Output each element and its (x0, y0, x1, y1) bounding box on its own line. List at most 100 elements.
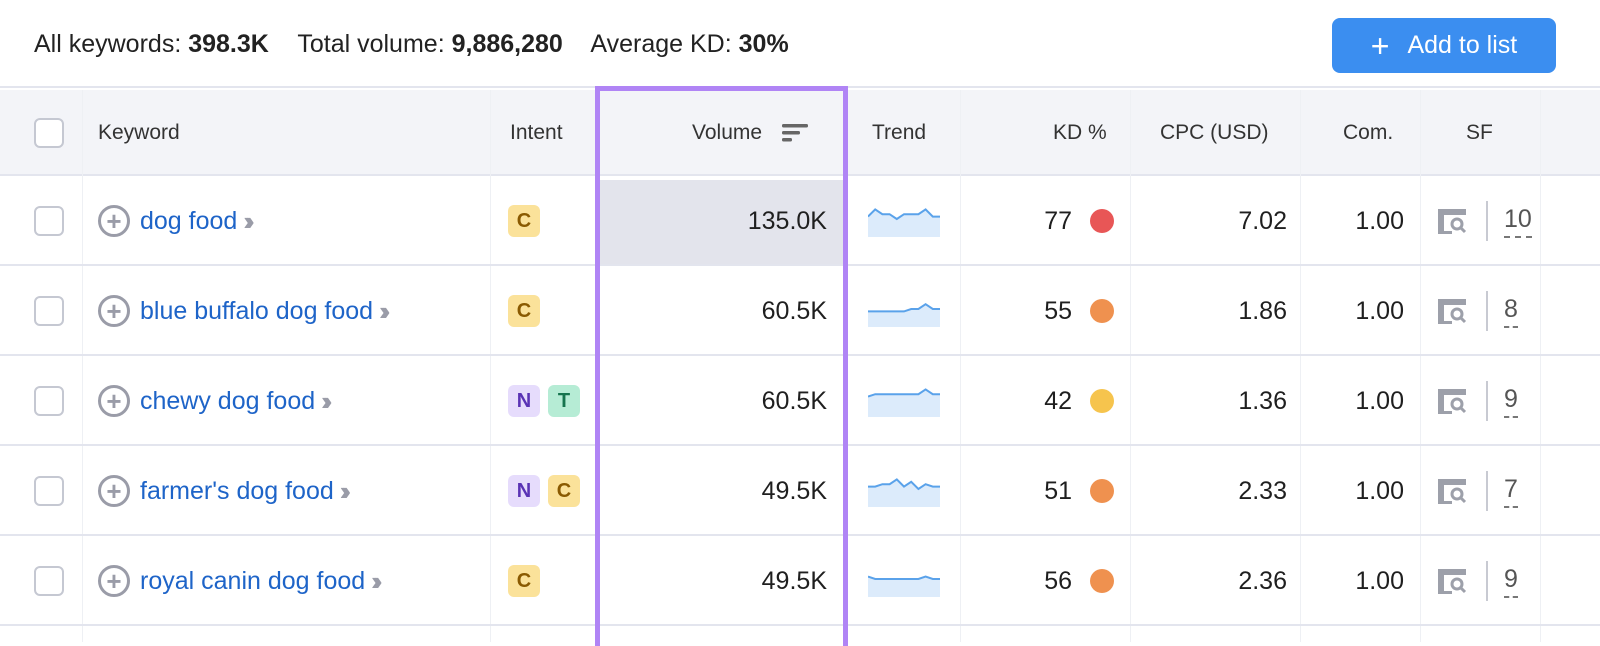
column-sf[interactable]: SF (1466, 121, 1493, 144)
volume-value: 49.5K (761, 566, 827, 595)
chevrons-right-icon[interactable]: ›› (379, 295, 391, 326)
add-to-list-button[interactable]: + Add to list (1332, 18, 1556, 73)
com-value: 1.00 (1355, 386, 1404, 415)
avg-kd-value: 30% (738, 30, 789, 58)
serp-features-icon[interactable] (1436, 567, 1468, 595)
serp-features-icon[interactable] (1436, 477, 1468, 505)
sf-count-value: 7 (1504, 474, 1518, 503)
com-value: 1.00 (1355, 566, 1404, 595)
column-keyword[interactable]: Keyword (98, 121, 180, 144)
sf-count-value: 9 (1504, 384, 1518, 413)
trend-sparkline (868, 302, 940, 327)
row-checkbox[interactable] (34, 386, 64, 416)
intent-badge: N (508, 475, 540, 507)
table-row: + dog food ›› C 135.0K 77 7.02 1.00 10 (0, 176, 1600, 266)
add-keyword-icon[interactable]: + (98, 205, 130, 237)
avg-kd-label: Average KD: (590, 30, 732, 58)
com-value: 1.00 (1355, 476, 1404, 505)
column-volume-label: Volume (692, 121, 763, 144)
intent-badge: C (508, 565, 540, 597)
serp-features-icon[interactable] (1436, 207, 1468, 235)
sf-count-value: 8 (1504, 294, 1518, 323)
trend-sparkline (868, 575, 940, 597)
kd-indicator-dot (1090, 299, 1114, 323)
com-value: 1.00 (1355, 206, 1404, 235)
trend-sparkline (868, 208, 940, 237)
all-keywords-value: 398.3K (188, 30, 269, 58)
table-row: + blue buffalo dog food ›› C 60.5K 55 1.… (0, 266, 1600, 356)
kd-value: 51 (1044, 476, 1072, 505)
keyword-link[interactable]: chewy dog food (140, 386, 316, 415)
com-value: 1.00 (1355, 296, 1404, 325)
kd-value: 56 (1044, 566, 1072, 595)
kd-value: 77 (1044, 206, 1072, 235)
all-keywords-label: All keywords: (34, 30, 182, 58)
table-row: + royal canin dog food ›› C 49.5K 56 2.3… (0, 536, 1600, 626)
intent-badge: N (508, 385, 540, 417)
cpc-value: 7.02 (1238, 206, 1287, 235)
summary-bar: All keywords: 398.3K Total volume: 9,886… (0, 0, 1600, 88)
sf-count[interactable]: 9 (1486, 561, 1518, 601)
volume-value: 60.5K (761, 296, 827, 325)
kd-indicator-dot (1090, 389, 1114, 413)
table-header: Keyword Intent Volume Trend KD % CPC (US… (0, 90, 1600, 266)
kd-value: 42 (1044, 386, 1072, 415)
add-keyword-icon[interactable]: + (98, 385, 130, 417)
keyword-link[interactable]: farmer's dog food (140, 476, 334, 505)
sf-count[interactable]: 8 (1486, 291, 1518, 331)
intent-badge: C (548, 475, 580, 507)
plus-icon: + (1370, 27, 1390, 64)
cpc-value: 2.33 (1238, 476, 1287, 505)
column-com[interactable]: Com. (1343, 121, 1394, 144)
cpc-value: 1.36 (1238, 386, 1287, 415)
intent-badge: C (508, 205, 540, 237)
kd-value: 55 (1044, 296, 1072, 325)
chevrons-right-icon[interactable]: ›› (243, 205, 255, 236)
column-cpc[interactable]: CPC (USD) (1160, 121, 1269, 144)
kd-indicator-dot (1090, 569, 1114, 593)
sf-count-value: 10 (1504, 204, 1532, 233)
column-kd[interactable]: KD % (1053, 121, 1107, 144)
sf-count[interactable]: 7 (1486, 471, 1518, 511)
add-keyword-icon[interactable]: + (98, 475, 130, 507)
serp-features-icon[interactable] (1436, 297, 1468, 325)
column-intent[interactable]: Intent (510, 121, 563, 144)
column-trend[interactable]: Trend (872, 121, 927, 144)
volume-value: 60.5K (761, 386, 827, 415)
volume-value: 135.0K (747, 206, 827, 235)
sf-count[interactable]: 9 (1486, 381, 1518, 421)
chevrons-right-icon[interactable]: ›› (339, 475, 352, 506)
keyword-link[interactable]: blue buffalo dog food (140, 296, 374, 325)
chevrons-right-icon[interactable]: ›› (371, 565, 383, 596)
chevrons-right-icon[interactable]: ›› (321, 385, 333, 416)
summary-stats: All keywords: 398.3K Total volume: 9,886… (34, 30, 811, 59)
trend-sparkline (868, 388, 940, 417)
total-volume-label: Total volume: (297, 30, 445, 58)
kd-indicator-dot (1090, 209, 1114, 233)
total-volume-value: 9,886,280 (451, 30, 563, 58)
volume-column-highlight (595, 86, 848, 646)
sf-count-value: 9 (1504, 564, 1518, 593)
row-checkbox[interactable] (34, 476, 64, 506)
sf-count[interactable]: 10 (1486, 201, 1532, 241)
cpc-value: 2.36 (1238, 566, 1287, 595)
cpc-value: 1.86 (1238, 296, 1287, 325)
keyword-link[interactable]: dog food (140, 206, 238, 235)
intent-badge: C (508, 295, 540, 327)
select-all-checkbox[interactable] (34, 118, 64, 148)
row-checkbox[interactable] (34, 566, 64, 596)
add-to-list-label: Add to list (1407, 31, 1518, 59)
add-keyword-icon[interactable]: + (98, 565, 130, 597)
row-checkbox[interactable] (34, 206, 64, 236)
serp-features-icon[interactable] (1436, 387, 1468, 415)
intent-badge: T (548, 385, 580, 417)
column-volume[interactable]: Volume (692, 90, 809, 176)
row-checkbox[interactable] (34, 296, 64, 326)
sort-icon[interactable] (782, 122, 809, 144)
kd-indicator-dot (1090, 479, 1114, 503)
volume-value: 49.5K (761, 476, 827, 505)
keyword-link[interactable]: royal canin dog food (140, 566, 366, 595)
add-keyword-icon[interactable]: + (98, 295, 130, 327)
